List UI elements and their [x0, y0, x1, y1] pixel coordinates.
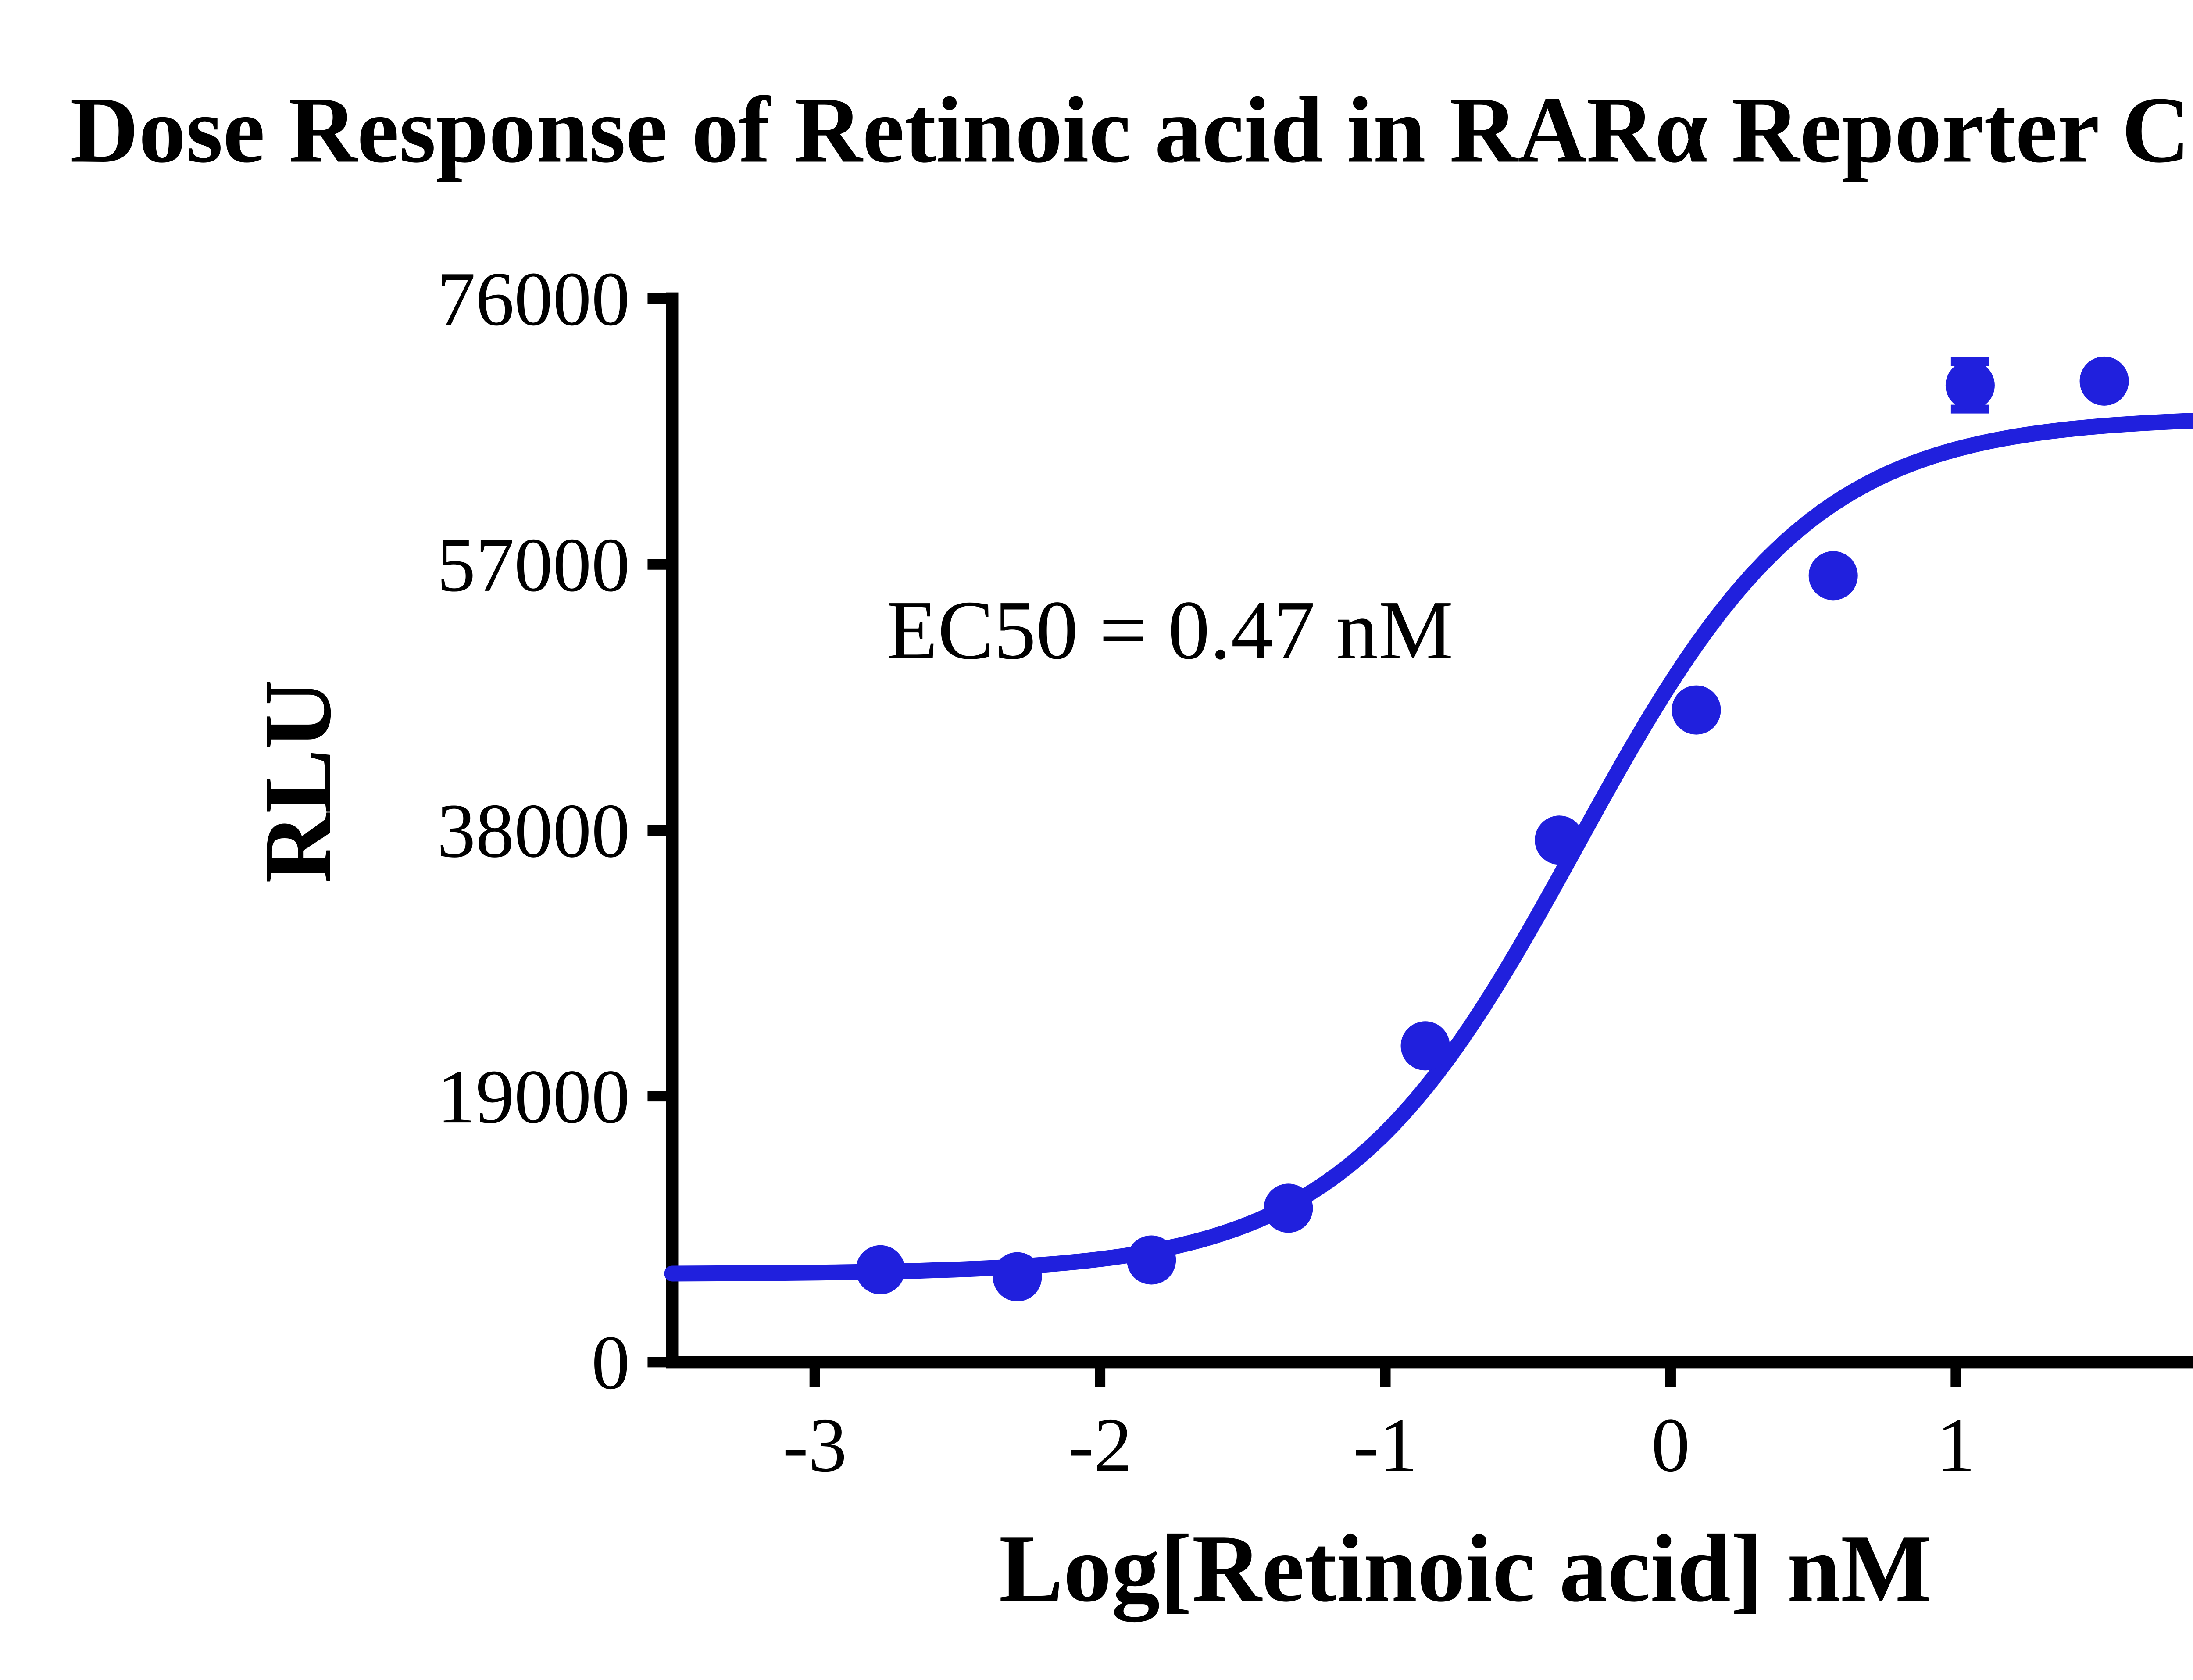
x-tick-label: -2: [1068, 1402, 1132, 1488]
axes: [666, 292, 2193, 1369]
y-tick-label: 0: [591, 1320, 630, 1405]
y-tick-label: 38000: [437, 788, 630, 874]
data-point: [1672, 685, 1721, 735]
data-point: [1808, 551, 1858, 601]
x-tick-label: -3: [782, 1402, 847, 1488]
data-point: [1945, 361, 1995, 410]
y-tick-label: 76000: [437, 257, 630, 342]
data-point: [856, 1245, 905, 1294]
data-point: [1535, 815, 1584, 865]
data-point: [1127, 1235, 1176, 1285]
y-tick-label: 19000: [437, 1054, 630, 1140]
fit-curve: [664, 413, 2193, 1282]
data-point: [1264, 1183, 1313, 1233]
y-axis-label: RLU: [244, 679, 351, 883]
x-tick-label: 0: [1651, 1402, 1690, 1488]
x-axis-label: Log[Retinoic acid] nM: [999, 1515, 1932, 1623]
data-point: [993, 1252, 1042, 1301]
y-tick-label: 57000: [437, 522, 630, 608]
ec50-annotation: EC50 = 0.47 nM: [886, 583, 1454, 677]
x-tick-label: 1: [1936, 1402, 1975, 1488]
x-tick-label: -1: [1353, 1402, 1418, 1488]
data-point: [2079, 356, 2129, 406]
chart-title: Dose Response of Retinoic acid in RARα R…: [70, 77, 2193, 182]
data-point: [1400, 1021, 1450, 1071]
